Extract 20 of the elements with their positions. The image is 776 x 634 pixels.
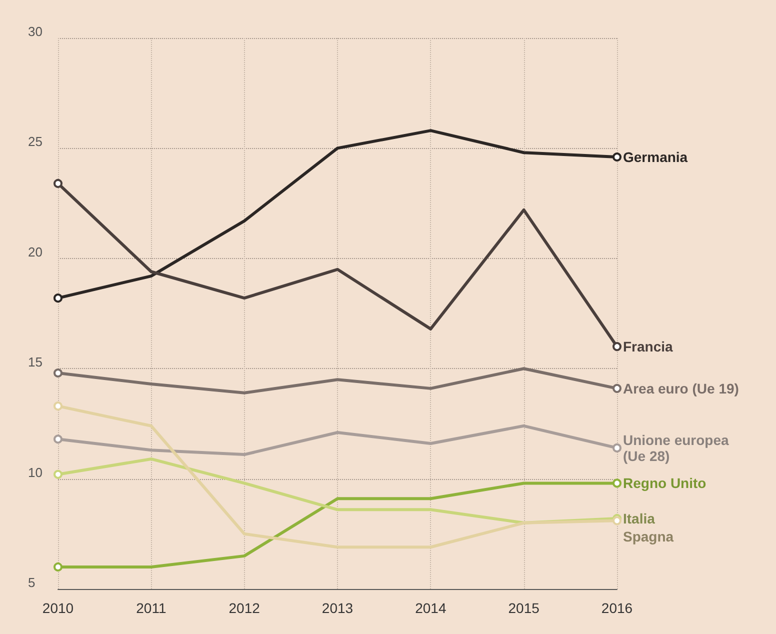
x-tick-label: 2011 xyxy=(136,600,166,616)
y-tick-label: 25 xyxy=(28,134,42,150)
y-tick-label: 20 xyxy=(28,244,42,260)
y-tick-label: 10 xyxy=(28,464,42,480)
series-label: Unione europea (Ue 28) xyxy=(623,432,733,464)
series-label: Spagna xyxy=(623,528,674,544)
x-tick-label: 2012 xyxy=(228,600,260,616)
series-label: Germania xyxy=(623,149,688,166)
series-label: Area euro (Ue 19) xyxy=(623,380,739,396)
y-tick-label: 30 xyxy=(28,24,42,39)
x-tick-label: 2010 xyxy=(42,600,74,616)
series-label: Italia xyxy=(623,510,656,526)
x-tick-label: 2014 xyxy=(415,600,446,616)
series-label: Francia xyxy=(623,338,674,355)
y-tick-label: 5 xyxy=(28,575,36,590)
x-tick-label: 2015 xyxy=(508,600,540,616)
x-tick-label: 2016 xyxy=(601,600,633,616)
y-tick-label: 15 xyxy=(28,354,42,370)
x-tick-label: 2013 xyxy=(322,600,354,616)
series-label: Regno Unito xyxy=(623,475,706,492)
